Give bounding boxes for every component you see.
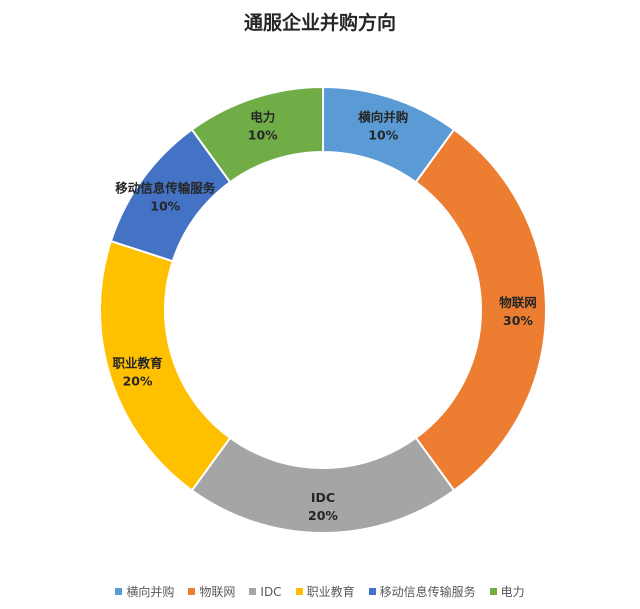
slice-category-4: 移动信息传输服务 bbox=[115, 180, 216, 195]
donut-chart: 横向并购 10% 物联网 30% IDC 20% 职业教育 20% 移动信息传输服务 10% 电力 1… bbox=[99, 85, 547, 534]
legend-item-5: 电力 bbox=[489, 583, 525, 600]
legend-item-2: IDC bbox=[249, 583, 282, 600]
slice-category-0: 横向并购 bbox=[358, 110, 408, 125]
slice-value-1: 30% bbox=[503, 313, 533, 328]
slice-label-5: 电力 10% bbox=[248, 110, 278, 143]
slice-label-3: 职业教育 20% bbox=[113, 355, 164, 388]
legend-item-4: 移动信息传输服务 bbox=[368, 583, 476, 600]
slice-label-4: 移动信息传输服务 10% bbox=[115, 180, 216, 213]
slice-group bbox=[99, 85, 547, 534]
legend-item-1: 物联网 bbox=[188, 583, 235, 600]
legend-swatch-3 bbox=[295, 588, 303, 595]
legend-swatch-5 bbox=[489, 588, 497, 595]
slice-label-2: IDC 20% bbox=[308, 490, 338, 523]
legend-item-3: 职业教育 bbox=[295, 583, 355, 600]
slice-label-1: 物联网 30% bbox=[499, 295, 537, 328]
slice-category-3: 职业教育 bbox=[113, 355, 164, 370]
slice-value-0: 10% bbox=[368, 128, 398, 143]
legend-label-1: 物联网 bbox=[199, 585, 236, 599]
legend-item-0: 横向并购 bbox=[115, 583, 174, 600]
legend-swatch-2 bbox=[249, 588, 257, 595]
slice-value-3: 20% bbox=[123, 373, 153, 388]
slice-5 bbox=[190, 85, 324, 184]
legend-swatch-4 bbox=[368, 588, 376, 595]
legend-label-0: 横向并购 bbox=[126, 585, 175, 599]
legend-label-3: 职业教育 bbox=[306, 585, 355, 599]
slice-category-2: IDC bbox=[311, 490, 335, 505]
slice-category-5: 电力 bbox=[250, 110, 275, 125]
slice-value-5: 10% bbox=[248, 128, 278, 143]
slice-value-2: 20% bbox=[308, 508, 338, 523]
legend-label-5: 电力 bbox=[500, 585, 525, 599]
legend: 横向并购 物联网 IDC 职业教育 移动信息传输服务 电力 bbox=[0, 583, 640, 600]
legend-swatch-0 bbox=[115, 588, 123, 595]
legend-label-4: 移动信息传输服务 bbox=[379, 585, 476, 599]
slice-1 bbox=[414, 128, 547, 492]
chart-title: 通服企业并购方向 bbox=[243, 12, 396, 34]
label-group: 横向并购 10% 物联网 30% IDC 20% 职业教育 20% 移动信息传输服务 10% 电力 1… bbox=[113, 110, 537, 523]
legend-swatch-1 bbox=[188, 588, 196, 595]
slice-label-0: 横向并购 10% bbox=[358, 110, 408, 143]
legend-label-2: IDC bbox=[260, 584, 282, 599]
slice-value-4: 10% bbox=[150, 198, 180, 213]
slice-category-1: 物联网 bbox=[499, 295, 537, 310]
